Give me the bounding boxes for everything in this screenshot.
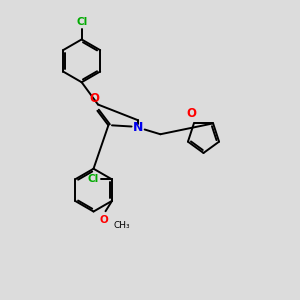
Text: N: N <box>133 121 143 134</box>
Text: O: O <box>100 215 108 225</box>
Text: CH₃: CH₃ <box>114 221 130 230</box>
Text: O: O <box>90 92 100 105</box>
Text: O: O <box>187 107 196 120</box>
Text: Cl: Cl <box>87 174 98 184</box>
Text: Cl: Cl <box>76 17 87 27</box>
